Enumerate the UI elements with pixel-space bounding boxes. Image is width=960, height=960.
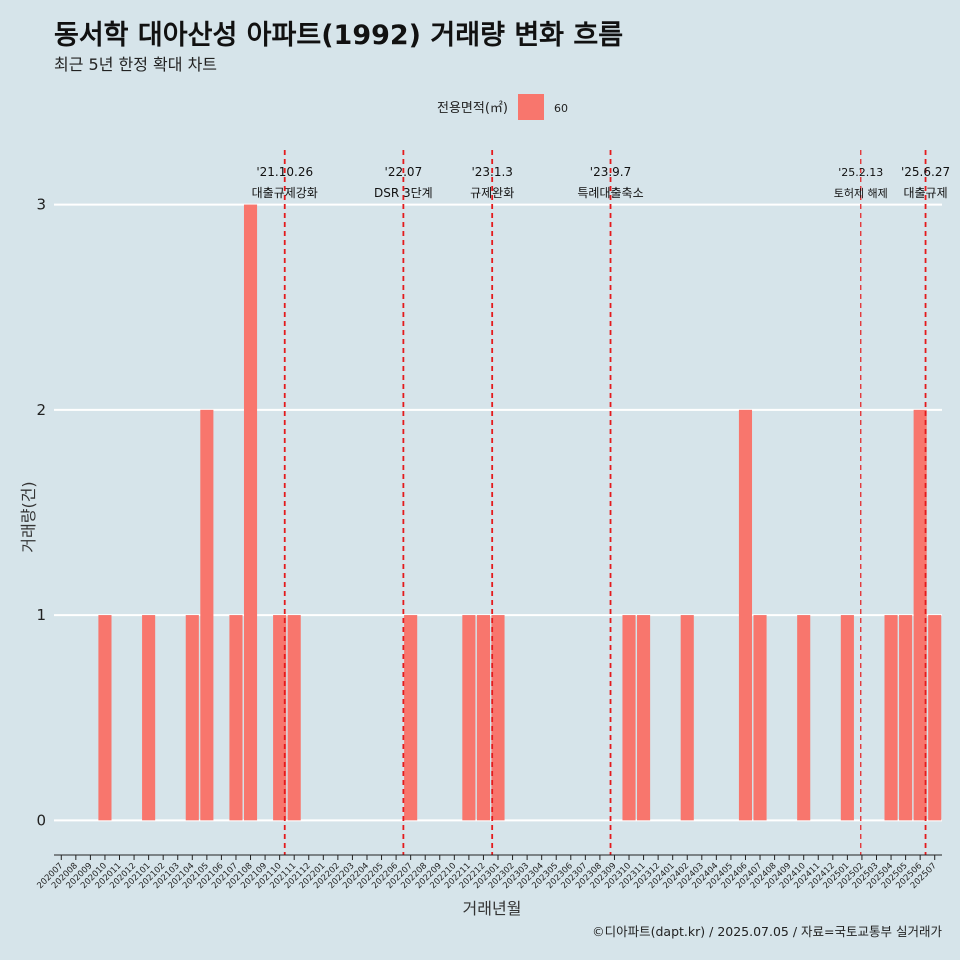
bar [637, 615, 651, 821]
legend-swatch [518, 94, 544, 120]
bar [185, 615, 199, 821]
y-axis-title: 거래량(건) [19, 481, 38, 552]
bar [753, 615, 767, 821]
bar [491, 615, 505, 821]
bar [884, 615, 898, 821]
event-date: '23.9.7 [590, 165, 631, 179]
bars [98, 204, 942, 821]
event-label: 대출규제 [903, 186, 947, 200]
y-tick-label: 1 [36, 606, 46, 624]
bar [680, 615, 694, 821]
chart-title: 동서학 대아산성 아파트(1992) 거래량 변화 흐름 [54, 20, 623, 51]
event-date: '25.6.27 [901, 165, 950, 179]
y-tick-label: 0 [36, 811, 46, 829]
bar [200, 409, 214, 821]
bar [738, 409, 753, 821]
event-label: 대출규제강화 [252, 186, 318, 200]
bar [797, 615, 811, 821]
bar [404, 615, 418, 821]
caption: ©디아파트(dapt.kr) / 2025.07.05 / 자료=국토교통부 실… [592, 924, 942, 939]
event-markers: '21.10.26 대출규제강화 '22.07 DSR 3단계 '23.1.3 규제완화 '… [252, 150, 950, 855]
bar [913, 409, 927, 821]
event-date: '23.1.3 [471, 165, 512, 179]
bar [840, 615, 854, 821]
event-date: '25.2.13 [838, 166, 883, 179]
y-axis: 0 1 2 3 [36, 196, 46, 830]
bar [622, 615, 636, 821]
event-label: 토허제 해제 [834, 186, 888, 200]
chart-subtitle: 최근 5년 한정 확대 차트 [54, 55, 217, 74]
legend: 전용면적(㎡) 60 [437, 94, 568, 120]
legend-label: 60 [554, 102, 568, 115]
bar [287, 615, 301, 821]
y-tick-label: 2 [36, 401, 46, 419]
legend-title: 전용면적(㎡) [437, 101, 508, 116]
bar [899, 615, 913, 821]
event-label: 특례대출축소 [577, 186, 643, 200]
event-label: DSR 3단계 [374, 186, 433, 200]
bar [142, 615, 156, 821]
bar [462, 615, 476, 821]
bar [229, 615, 243, 821]
event-date: '21.10.26 [256, 165, 313, 179]
bar [273, 615, 287, 821]
x-axis: 2020072020082020092020102020112020122021… [35, 854, 942, 891]
bar [243, 204, 258, 821]
bar [928, 615, 942, 821]
event-date: '22.07 [385, 165, 423, 179]
y-tick-label: 3 [36, 196, 46, 214]
bar [476, 615, 490, 821]
event-label: 규제완화 [470, 186, 514, 200]
bar [98, 615, 112, 821]
x-axis-title: 거래년월 [463, 899, 522, 918]
